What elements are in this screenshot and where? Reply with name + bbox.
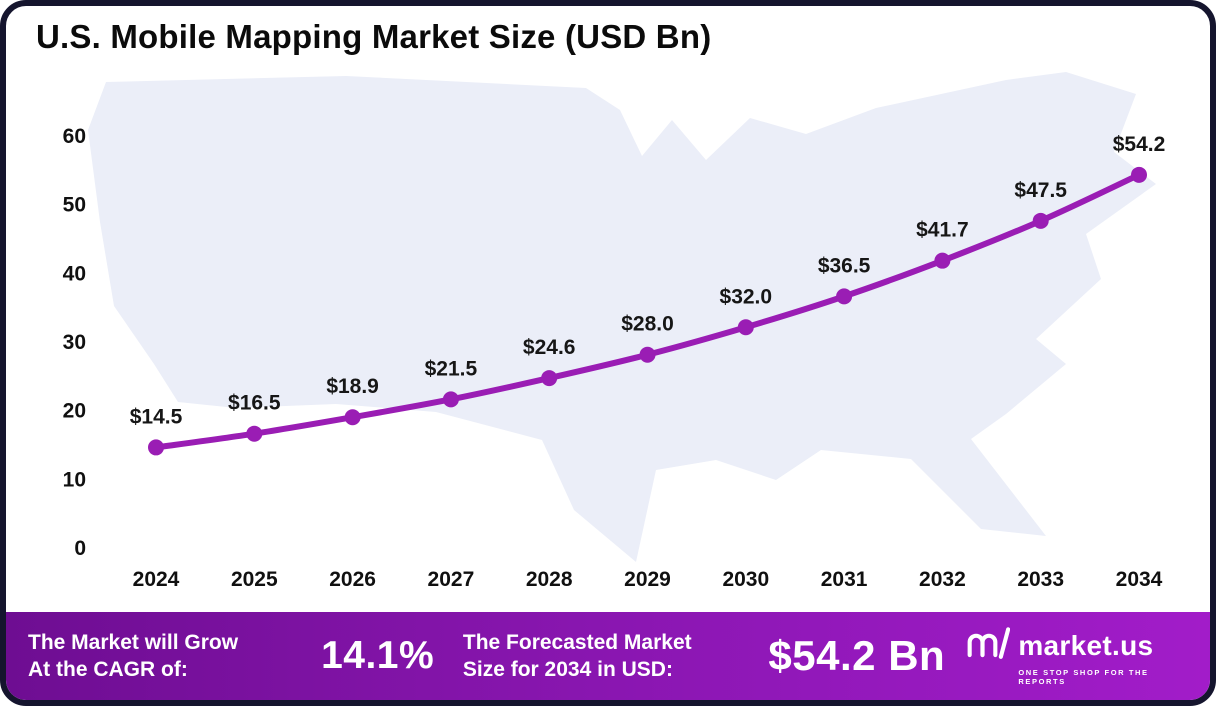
x-axis-year-label: 2033: [1017, 568, 1064, 591]
x-axis-year-label: 2032: [919, 568, 966, 591]
cagr-label-line2: At the CAGR of:: [28, 658, 188, 681]
forecast-label-line1: The Forecasted Market: [462, 630, 692, 654]
x-axis-year-label: 2027: [428, 568, 475, 591]
cagr-value: 14.1%: [321, 634, 435, 677]
data-point-marker: [737, 319, 754, 336]
y-axis-tick-label: 60: [63, 125, 86, 148]
data-point-marker: [344, 409, 361, 426]
data-point-label: $18.9: [326, 375, 379, 398]
y-axis-tick-label: 50: [63, 194, 86, 217]
cagr-label: The Market will Grow At the CAGR of:: [28, 629, 298, 684]
data-point-marker: [1131, 166, 1147, 183]
x-axis-year-label: 2028: [526, 568, 573, 591]
x-axis-year-label: 2026: [329, 568, 376, 591]
forecast-label-line2: Size for 2034 in USD:: [462, 658, 673, 681]
data-point-marker: [1032, 212, 1049, 229]
data-point-marker: [541, 370, 558, 387]
brand-block: market.us ONE STOP SHOP FOR THE REPORTS: [966, 626, 1184, 686]
data-point-label: $14.5: [130, 405, 183, 428]
brand-name: market.us: [1018, 630, 1154, 661]
x-axis-year-label: 2030: [722, 568, 769, 591]
y-axis-tick-label: 0: [74, 537, 86, 560]
data-point-marker: [639, 346, 656, 363]
y-axis-tick-label: 20: [63, 400, 86, 423]
cagr-label-line1: The Market will Grow: [28, 630, 239, 654]
page-title: U.S. Mobile Mapping Market Size (USD Bn): [36, 18, 712, 55]
forecast-value: $54.2 Bn: [768, 632, 946, 679]
x-axis-year-label: 2029: [624, 568, 671, 591]
chart-area: 0 10 20 30 40 50 60 2024 2025 2026 2027 2028 2029 203…: [6, 64, 1210, 612]
forecast-label: The Forecasted Market Size for 2034 in U…: [463, 629, 747, 684]
data-point-label: $21.5: [425, 357, 478, 380]
data-point-label: $28.0: [621, 313, 674, 336]
data-point-marker: [442, 391, 459, 408]
data-point-marker: [148, 439, 164, 456]
x-axis-year-label: 2031: [821, 568, 868, 591]
data-point-marker: [246, 425, 263, 442]
footer-banner: The Market will Grow At the CAGR of: 14.…: [6, 612, 1210, 700]
x-axis-year-label: 2025: [231, 568, 278, 591]
data-point-label: $47.5: [1014, 179, 1067, 202]
data-point-label: $16.5: [228, 392, 281, 415]
data-point-label: $36.5: [818, 254, 871, 277]
usa-map-silhouette: [88, 72, 1156, 562]
data-point-marker: [836, 288, 853, 305]
data-point-label: $54.2: [1113, 133, 1166, 156]
data-point-label: $32.0: [720, 285, 773, 308]
y-axis-tick-label: 40: [63, 262, 86, 285]
y-axis-tick-label: 10: [63, 468, 86, 491]
data-point-label: $41.7: [916, 219, 969, 242]
data-point-marker: [934, 252, 951, 269]
y-axis-tick-label: 30: [63, 331, 86, 354]
brand-tagline: ONE STOP SHOP FOR THE REPORTS: [1018, 667, 1149, 686]
x-axis-year-label: 2024: [133, 568, 180, 591]
data-point-label: $24.6: [523, 336, 576, 359]
market-us-logo-icon: [966, 626, 1011, 666]
x-axis-year-label: 2034: [1116, 568, 1163, 591]
